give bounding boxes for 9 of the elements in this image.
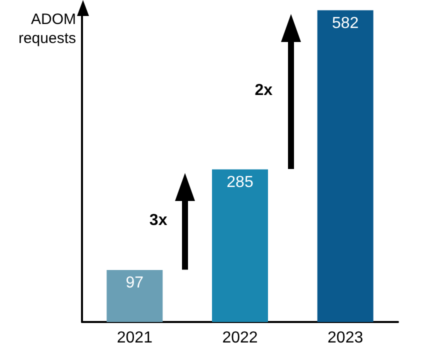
x-tick-label: 2023 [328, 330, 364, 346]
data-label: 97 [126, 274, 144, 292]
data-label: 582 [332, 14, 359, 32]
x-tick-label: 2021 [116, 330, 153, 346]
annotation: 2x [254, 82, 273, 100]
y-axis-title: ADOM requests [17, 10, 76, 48]
x-tick-label: 2022 [222, 330, 258, 346]
data-label: 285 [226, 174, 254, 191]
annotation: 3x [148, 212, 168, 230]
